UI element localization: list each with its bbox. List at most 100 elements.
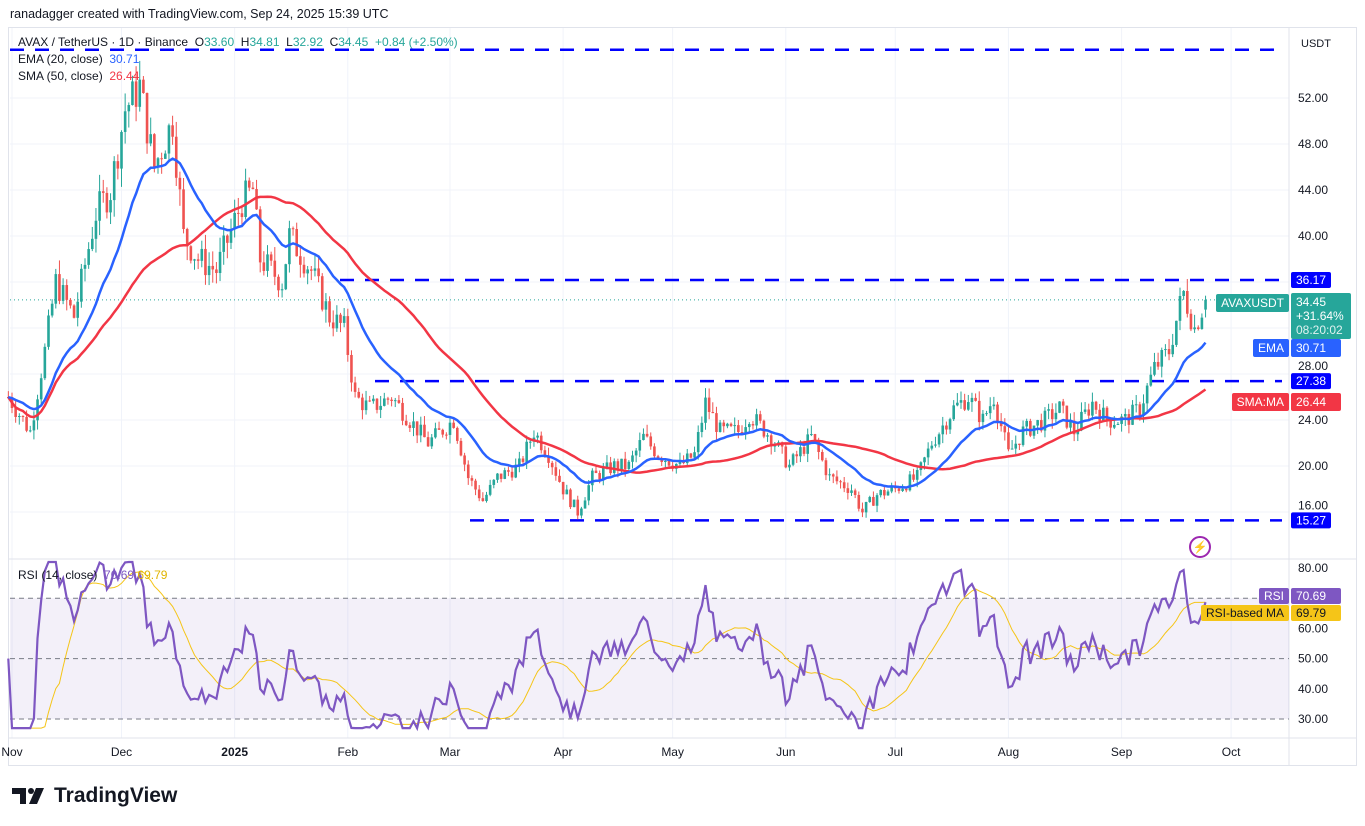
candle [313, 254, 317, 277]
candle-body [47, 315, 50, 347]
candle-body [510, 471, 514, 478]
candle-body [350, 354, 353, 383]
tradingview-logo[interactable]: TradingView [12, 784, 177, 808]
candle-body [977, 400, 981, 423]
candle [784, 442, 788, 469]
currency-label[interactable]: USDT [1301, 38, 1331, 50]
candle [277, 274, 280, 298]
candle-body [824, 460, 828, 476]
candle [956, 393, 959, 407]
candle [510, 465, 514, 481]
candle [1120, 413, 1123, 432]
candle [189, 245, 193, 264]
candle-body [76, 301, 79, 318]
candle [174, 121, 178, 186]
candle-body [50, 303, 54, 316]
candle-body [810, 434, 813, 436]
symbol-name[interactable]: AVAX / TetherUS · 1D · Binance [18, 35, 189, 49]
candle-body [802, 447, 806, 454]
candle-body [28, 430, 32, 432]
candle-body [1145, 385, 1149, 404]
candle-body [105, 192, 109, 213]
ema-legend[interactable]: EMA (20, close) 30.71 [18, 52, 139, 66]
candle [229, 218, 233, 250]
rsi-line [7, 560, 1207, 732]
candle-body [696, 432, 700, 453]
candle [985, 410, 988, 416]
candle-body [218, 251, 222, 274]
candle-body [123, 111, 127, 132]
candle [368, 395, 371, 403]
candle [361, 393, 364, 420]
candle-body [755, 414, 758, 426]
lightning-icon[interactable]: ⚡ [1189, 536, 1211, 558]
candle-body [499, 473, 503, 479]
candle-body [477, 489, 481, 499]
candle-body [1072, 420, 1076, 435]
candle [131, 75, 134, 106]
candle [689, 452, 693, 459]
candle [879, 489, 882, 498]
candle [1145, 383, 1149, 412]
candle-body [901, 488, 904, 491]
candle-body [620, 458, 623, 471]
candle [18, 413, 21, 425]
candle-body [835, 476, 839, 482]
candle-body [1131, 404, 1134, 425]
candle [1069, 413, 1072, 435]
candle [149, 117, 152, 147]
candle-body [952, 405, 955, 420]
candle [320, 273, 324, 312]
candle-body [58, 274, 61, 301]
candle-body [145, 92, 149, 144]
candle-body [1043, 410, 1047, 431]
candle [98, 174, 101, 236]
candle-body [653, 446, 656, 457]
candle [397, 395, 401, 404]
candle-body [912, 474, 915, 480]
candle [1164, 344, 1167, 357]
candle [364, 390, 368, 415]
ema-tag: EMA [1252, 339, 1289, 357]
candle-body [616, 461, 620, 471]
candle-body [1029, 420, 1032, 436]
candle [47, 309, 50, 350]
candle-body [456, 427, 459, 441]
candle [353, 376, 357, 398]
candle-body [25, 416, 28, 431]
candle-body [215, 269, 218, 274]
candle [193, 258, 196, 270]
candle [1094, 400, 1098, 414]
candle [339, 312, 342, 333]
candle [1134, 395, 1138, 413]
candle [591, 468, 594, 492]
candle-body [642, 433, 645, 441]
candle-body [21, 416, 25, 418]
sma-legend[interactable]: SMA (50, close) 26.44 [18, 69, 139, 83]
candle-body [704, 397, 707, 423]
symbol-legend: AVAX / TetherUS · 1D · Binance O33.60 H3… [18, 35, 458, 49]
candle [558, 469, 561, 483]
rsi-value-tag: 70.69 [1291, 588, 1341, 604]
candle [302, 256, 306, 278]
candle-body [868, 496, 872, 502]
candle-body [415, 421, 419, 436]
candle-body [623, 458, 627, 469]
candle-body [361, 397, 364, 411]
candle [846, 482, 850, 500]
candle [828, 468, 831, 481]
candle-body [915, 470, 919, 480]
candle-body [762, 420, 766, 437]
candle-body [956, 402, 959, 406]
candle-body [1153, 361, 1156, 375]
rsi-legend[interactable]: RSI (14, close) 70.69 69.79 [18, 568, 167, 582]
candle [492, 479, 496, 489]
candle-body [269, 254, 273, 261]
candle-body [758, 414, 762, 421]
candle [769, 433, 773, 455]
candle-body [769, 435, 773, 447]
candle [788, 459, 791, 471]
candle-body [273, 260, 277, 277]
last-price-tag: 34.45 +31.64% 08:20:02 [1291, 293, 1351, 339]
